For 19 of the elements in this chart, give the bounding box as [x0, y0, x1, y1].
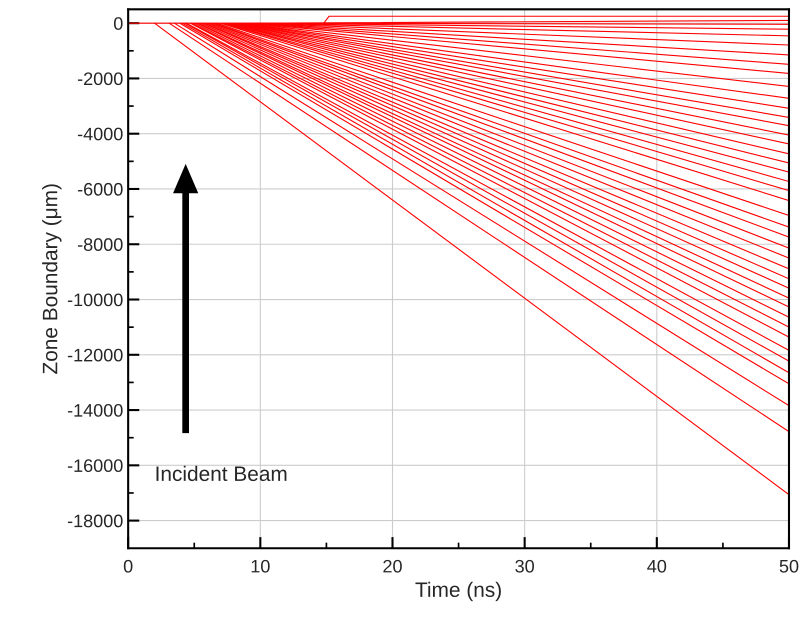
y-tick-label: -16000: [68, 459, 123, 472]
x-tick-label: 0: [124, 560, 132, 573]
x-tick-label: 30: [515, 560, 534, 573]
y-tick-label: -18000: [68, 514, 123, 528]
y-axis-title: Zone Boundary (μm): [42, 184, 62, 374]
y-tick-label: -6000: [78, 182, 123, 196]
x-tick-label: 50: [780, 560, 798, 573]
x-tick-label: 40: [647, 560, 666, 573]
x-axis-title: Time (ns): [415, 582, 501, 602]
x-tick-label: 20: [383, 560, 402, 573]
y-tick-label: -4000: [78, 128, 123, 140]
y-tick-label: -2000: [78, 72, 123, 86]
y-tick-label: -12000: [68, 348, 123, 362]
y-tick-label: -14000: [68, 404, 123, 417]
y-tick-label: -10000: [68, 293, 123, 306]
y-tick-label: 0: [114, 17, 123, 30]
annotation: Incident Beam: [156, 466, 286, 482]
x-tick-label: 10: [252, 560, 270, 573]
y-tick-label: -8000: [78, 238, 123, 251]
